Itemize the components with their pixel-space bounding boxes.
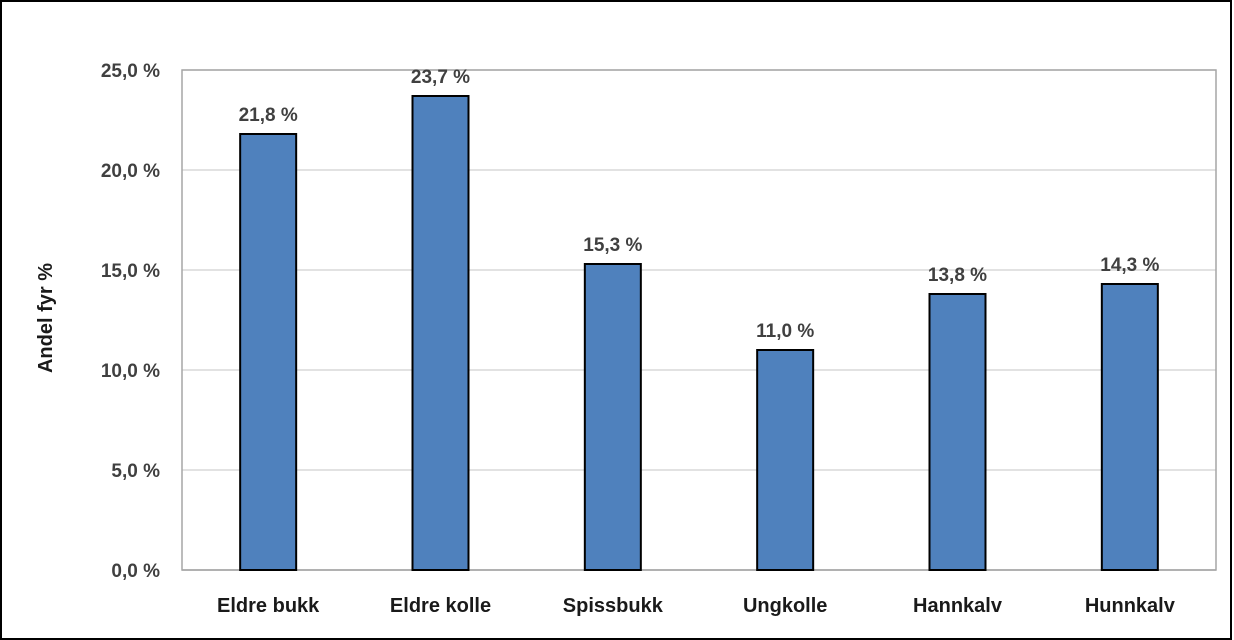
x-tick-label: Hunnkalv xyxy=(1085,595,1176,617)
y-tick-label: 15,0 % xyxy=(101,261,160,282)
data-label: 11,0 % xyxy=(756,321,814,342)
bar xyxy=(928,293,987,571)
y-tick-label: 25,0 % xyxy=(101,61,160,82)
bar xyxy=(411,95,470,571)
bars xyxy=(239,95,1159,571)
x-tick-label: Eldre kolle xyxy=(390,595,491,617)
x-tick-label: Ungkolle xyxy=(743,595,827,617)
y-tick-label: 20,0 % xyxy=(101,161,160,182)
x-tick-label: Hannkalv xyxy=(913,595,1003,617)
data-label: 14,3 % xyxy=(1100,255,1159,276)
x-tick-label: Eldre bukk xyxy=(217,595,320,617)
bar xyxy=(239,133,298,571)
gridlines xyxy=(181,69,1217,571)
data-label: 21,8 % xyxy=(239,105,298,126)
data-label: 13,8 % xyxy=(928,265,987,286)
x-tick-labels: Eldre bukk Eldre kolle Spissbukk Ungkolle Ha… xyxy=(217,595,1176,617)
y-tick-labels: 0,0 % 5,0 % 10,0 % 15,0 % 20,0 % 25,0 % xyxy=(101,61,160,582)
data-labels: 21,8 % 23,7 % 15,3 % 11,0 % 13,8 % 14,3 % xyxy=(239,67,1160,342)
bar xyxy=(756,349,815,571)
y-tick-label: 0,0 % xyxy=(111,561,160,582)
bar-chart: 0,0 % 5,0 % 10,0 % 15,0 % 20,0 % 25,0 % 21,8 … xyxy=(35,61,1217,617)
data-label: 15,3 % xyxy=(583,235,642,256)
y-tick-label: 10,0 % xyxy=(101,361,160,382)
y-axis-label: Andel fyr % xyxy=(35,263,57,373)
y-tick-label: 5,0 % xyxy=(111,461,160,482)
bar xyxy=(1100,283,1159,571)
x-tick-label: Spissbukk xyxy=(563,595,664,617)
bar xyxy=(583,263,642,571)
data-label: 23,7 % xyxy=(411,67,470,88)
plot-area-border xyxy=(181,69,1217,571)
